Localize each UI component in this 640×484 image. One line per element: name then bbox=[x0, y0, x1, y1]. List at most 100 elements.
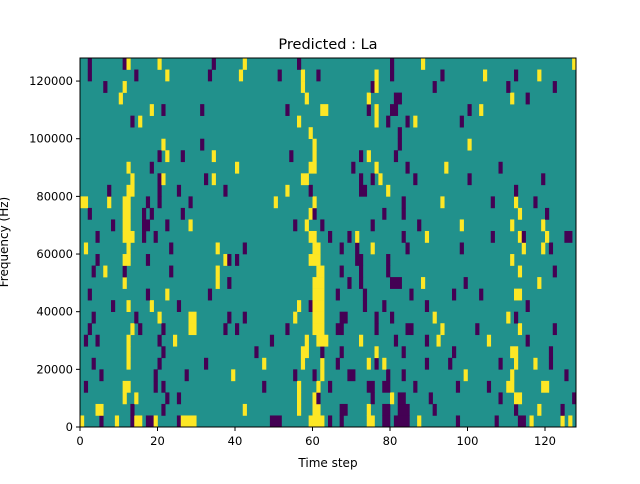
heatmap-cell bbox=[560, 415, 565, 428]
heatmap-cell bbox=[320, 346, 325, 359]
heatmap-cell bbox=[126, 334, 131, 347]
heatmap-cell bbox=[304, 219, 309, 232]
heatmap-cell bbox=[525, 300, 530, 312]
heatmap-cell bbox=[514, 196, 519, 209]
heatmap-cell bbox=[541, 173, 546, 186]
heatmap-cell bbox=[308, 254, 321, 266]
heatmap-cell bbox=[312, 138, 317, 151]
y-axis: 0 20000 40000 60000 80000 100000 120000 bbox=[29, 74, 80, 434]
heatmap-cell bbox=[479, 288, 484, 301]
heatmap-cell bbox=[161, 380, 166, 393]
heatmap-cell bbox=[157, 58, 162, 70]
heatmap-cell bbox=[537, 403, 542, 416]
heatmap-cell bbox=[149, 104, 154, 116]
heatmap-cell bbox=[370, 392, 375, 405]
y-tick-label: 20000 bbox=[36, 362, 73, 376]
heatmap-cell bbox=[572, 58, 577, 70]
heatmap-cell bbox=[525, 92, 530, 105]
heatmap-cell bbox=[533, 357, 538, 370]
heatmap-cell bbox=[157, 150, 162, 163]
heatmap-cell bbox=[320, 357, 325, 370]
heatmap-cell bbox=[374, 357, 379, 370]
heatmap-cell bbox=[537, 277, 542, 289]
heatmap-cell bbox=[514, 69, 519, 82]
heatmap-cell bbox=[347, 230, 352, 243]
heatmap-cell bbox=[122, 277, 127, 289]
heatmap-cell bbox=[297, 392, 302, 405]
heatmap-cell bbox=[382, 403, 391, 416]
heatmap-cell bbox=[238, 69, 244, 82]
y-axis-label: Frequency (Hz) bbox=[0, 197, 11, 288]
x-tick-label: 100 bbox=[457, 434, 479, 448]
heatmap-cell bbox=[432, 81, 437, 93]
heatmap-cell bbox=[517, 265, 523, 278]
y-tick-label: 80000 bbox=[36, 189, 73, 203]
heatmap-cell bbox=[138, 323, 143, 336]
heatmap-cell bbox=[355, 230, 360, 243]
heatmap-cell bbox=[432, 403, 437, 416]
heatmap-cell bbox=[401, 346, 406, 359]
heatmap-cell bbox=[126, 184, 135, 197]
heatmap-cell bbox=[514, 311, 519, 324]
heatmap-cell bbox=[510, 219, 515, 232]
heatmap-cell bbox=[320, 369, 325, 382]
heatmap-cell bbox=[262, 380, 267, 393]
heatmap-cell bbox=[169, 242, 174, 255]
heatmap-cell bbox=[370, 173, 375, 186]
heatmap-cell bbox=[142, 207, 147, 220]
heatmap-cell bbox=[564, 369, 569, 382]
x-tick-label: 40 bbox=[228, 434, 243, 448]
heatmap-cell bbox=[560, 403, 565, 416]
heatmap-cell bbox=[498, 161, 503, 174]
heatmap-cell bbox=[459, 115, 464, 128]
heatmap-cell bbox=[386, 115, 391, 128]
heatmap-cell bbox=[548, 357, 554, 370]
heatmap-cell bbox=[312, 242, 321, 255]
heatmap-cell bbox=[130, 115, 135, 128]
heatmap-cell bbox=[149, 161, 154, 174]
heatmap-cell bbox=[300, 346, 309, 359]
heatmap-cell bbox=[424, 334, 430, 347]
heatmap-cell bbox=[366, 403, 371, 416]
heatmap-cell bbox=[440, 323, 445, 336]
heatmap-cell bbox=[498, 392, 503, 405]
heatmap-cell bbox=[262, 357, 267, 370]
heatmap-cell bbox=[421, 277, 426, 289]
heatmap-cell bbox=[312, 207, 317, 220]
heatmap-cell bbox=[401, 369, 406, 382]
heatmap-cell bbox=[223, 254, 228, 266]
heatmap-cell bbox=[405, 323, 414, 336]
heatmap-cell bbox=[223, 184, 228, 197]
heatmap-cell bbox=[289, 150, 294, 163]
heatmap-cell bbox=[308, 207, 313, 220]
heatmap-cell bbox=[188, 311, 197, 324]
heatmap-cell bbox=[235, 323, 240, 336]
heatmap-cell bbox=[448, 357, 453, 370]
y-tick-label: 100000 bbox=[29, 132, 73, 146]
heatmap-cell bbox=[149, 300, 154, 312]
heatmap-cell bbox=[424, 300, 430, 312]
heatmap-cell bbox=[455, 415, 461, 428]
heatmap-cell bbox=[390, 392, 395, 405]
heatmap-cell bbox=[409, 288, 414, 301]
heatmap-cell bbox=[510, 254, 515, 266]
heatmap-cell bbox=[297, 58, 302, 70]
heatmap-cell bbox=[316, 265, 325, 278]
heatmap-cell bbox=[145, 288, 151, 301]
heatmap-cell bbox=[269, 415, 282, 428]
heatmap-cell bbox=[316, 392, 321, 405]
heatmap-cell bbox=[95, 334, 100, 347]
heatmap-cell bbox=[126, 242, 131, 255]
heatmap-cell bbox=[498, 357, 503, 370]
heatmap-cell bbox=[514, 288, 523, 301]
heatmap-cell bbox=[91, 357, 96, 370]
heatmap-cell bbox=[157, 334, 162, 347]
heatmap-cell bbox=[215, 277, 220, 289]
heatmap-cell bbox=[242, 58, 247, 70]
heatmap-cell bbox=[370, 81, 375, 93]
heatmap-cell bbox=[157, 184, 162, 197]
heatmap-cell bbox=[161, 173, 166, 186]
heatmap-cell bbox=[413, 380, 418, 393]
heatmap-cell bbox=[111, 300, 116, 312]
heatmap-cell bbox=[122, 207, 131, 220]
